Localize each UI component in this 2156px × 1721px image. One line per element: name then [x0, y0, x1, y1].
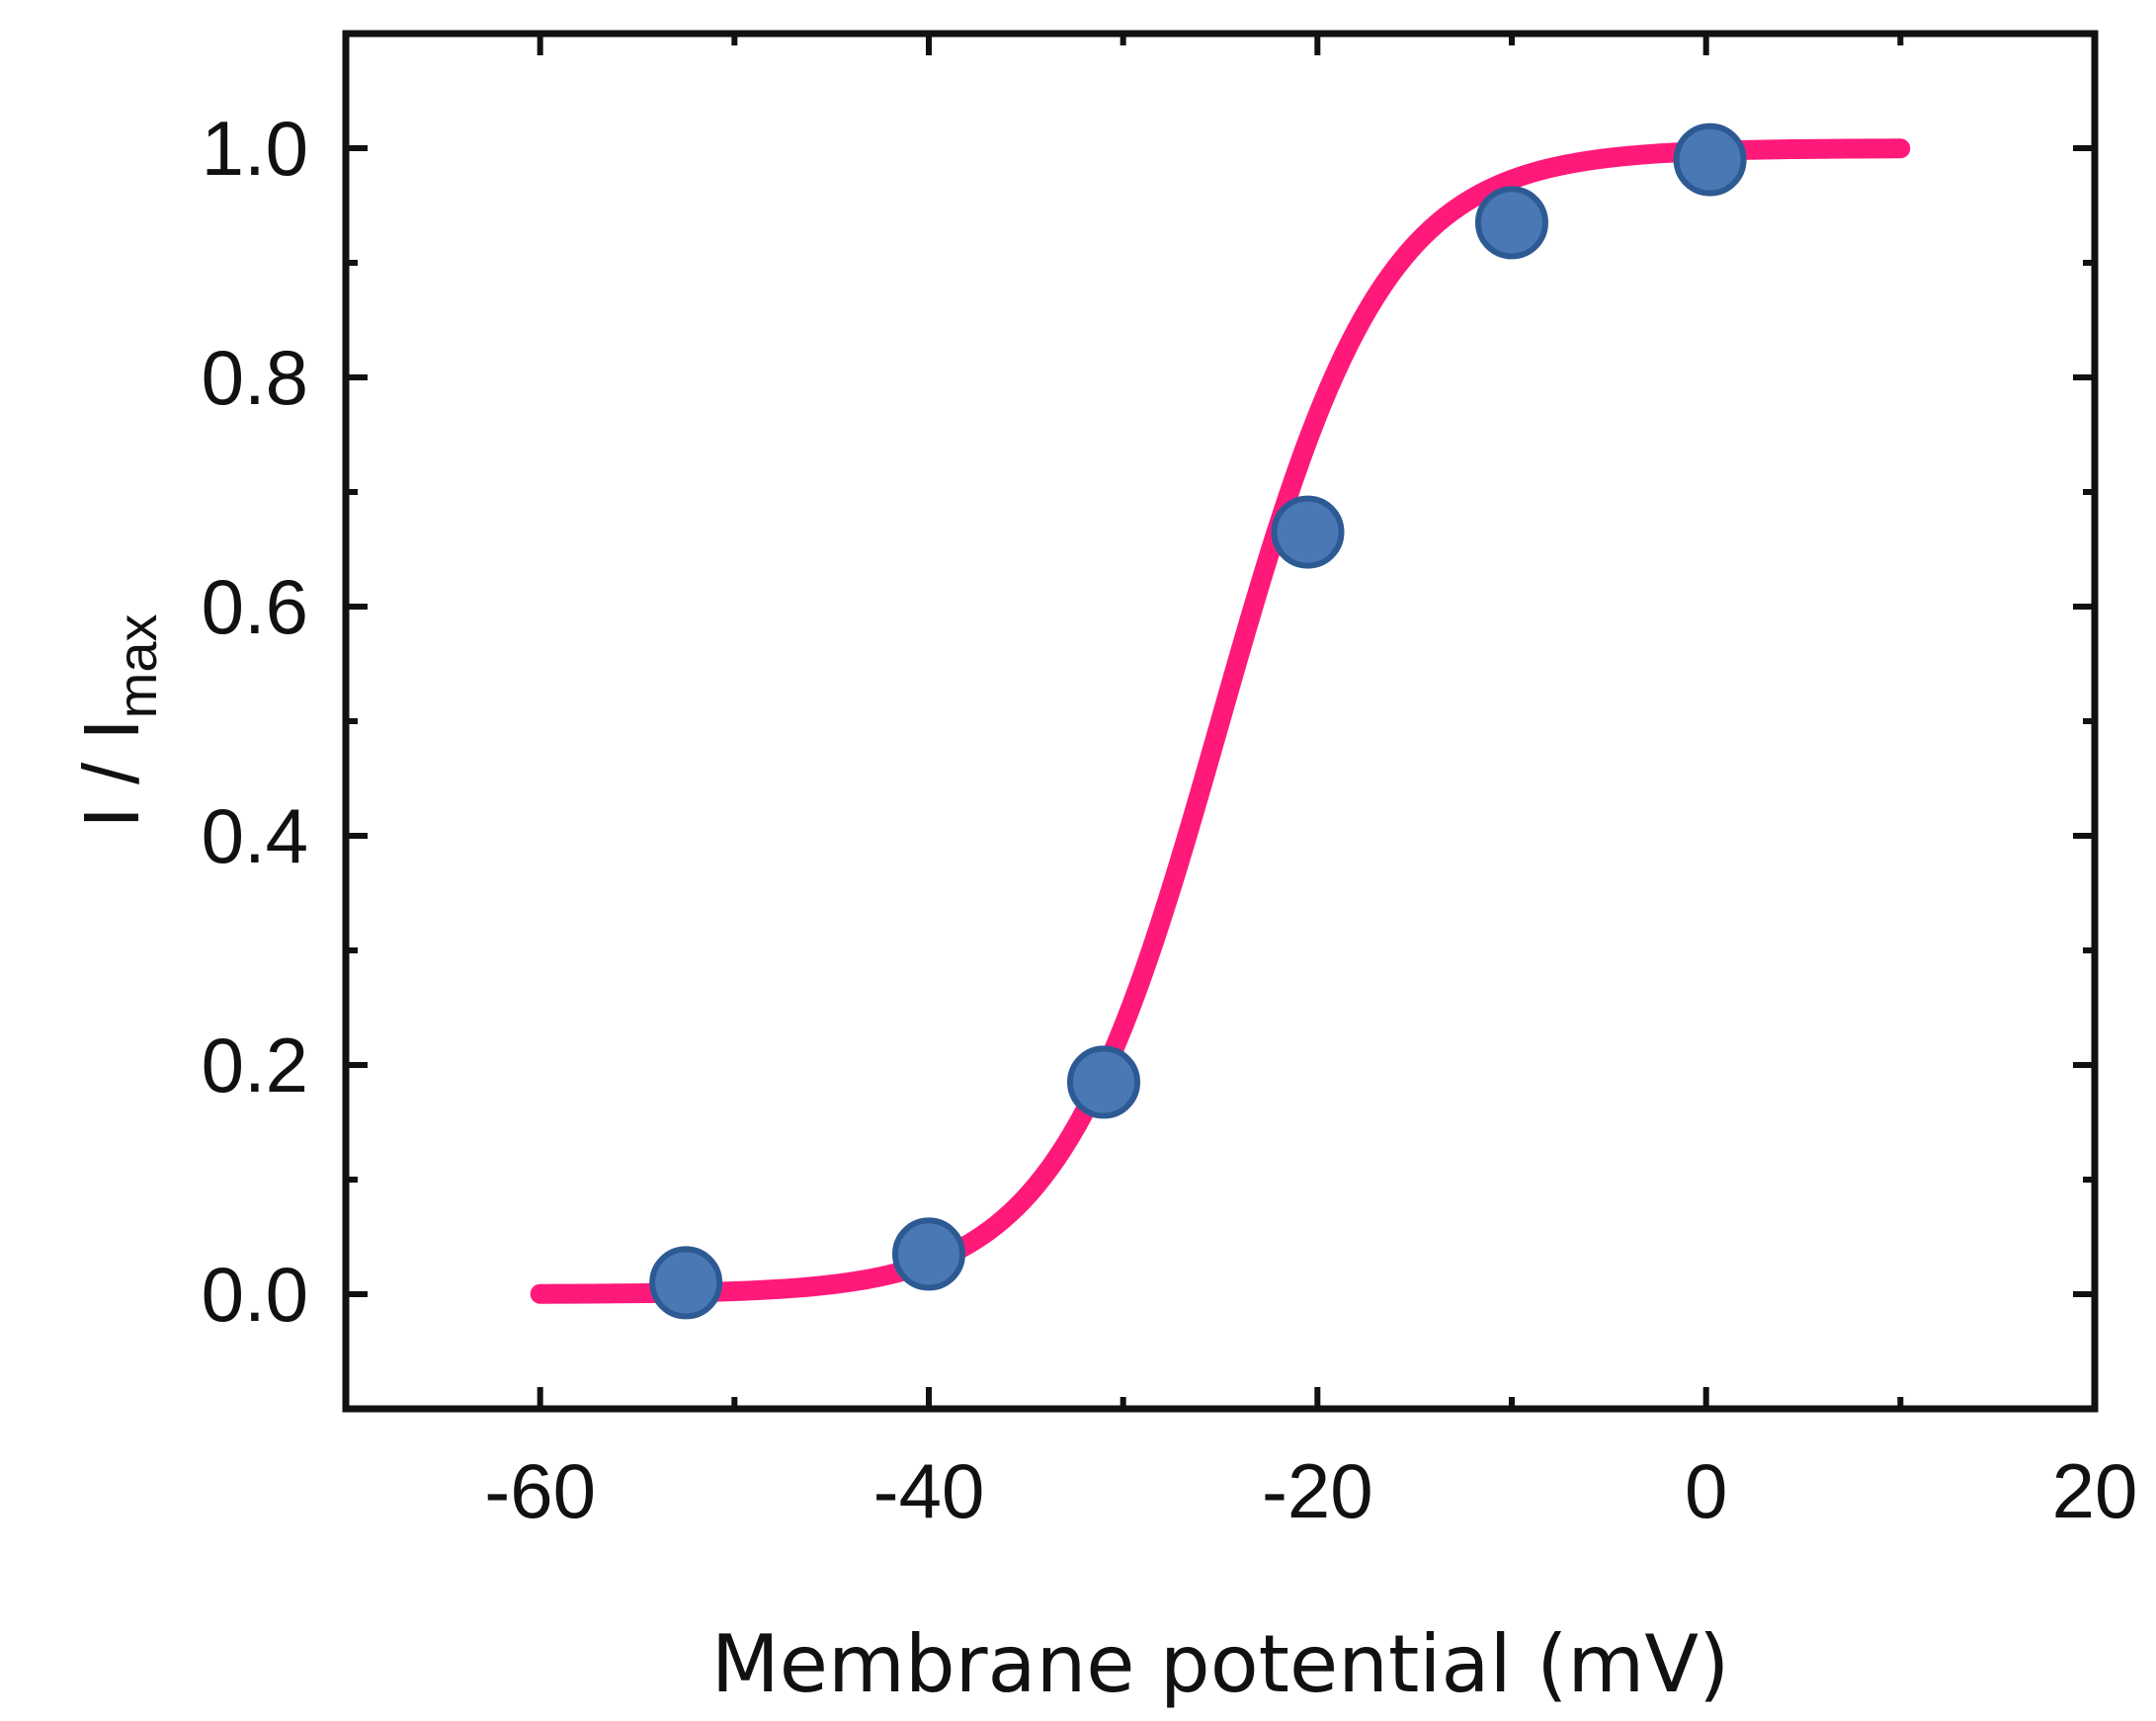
y-tick-label: 0.0	[202, 1251, 308, 1338]
x-tick-label: -20	[1262, 1447, 1373, 1534]
x-tick-label: -60	[484, 1447, 596, 1534]
x-axis-title: Membrane potential (mV)	[711, 1618, 1730, 1710]
y-tick-label: 0.8	[202, 334, 308, 421]
data-point	[1475, 186, 1548, 260]
data-point	[1067, 1045, 1140, 1119]
y-tick-label: 1.0	[202, 105, 308, 192]
x-tick-label: 0	[1685, 1447, 1727, 1534]
x-tick-labels: -60 -40 -20 0 20	[484, 1447, 2137, 1534]
fit-curve	[530, 138, 1911, 1304]
y-axis-title: I / Imax	[67, 615, 168, 829]
data-point	[649, 1246, 723, 1320]
data-point	[1271, 495, 1345, 569]
y-tick-label: 0.6	[202, 563, 308, 650]
x-tick-label: -40	[873, 1447, 985, 1534]
data-points	[649, 123, 1747, 1320]
y-tick-label: 0.4	[202, 792, 308, 879]
y-tick-label: 0.2	[202, 1022, 308, 1108]
x-tick-label: 20	[2052, 1447, 2138, 1534]
data-point	[892, 1217, 965, 1291]
y-tick-labels: 0.0 0.2 0.4 0.6 0.8 1.0	[202, 105, 308, 1338]
plot-frame	[342, 30, 2099, 1413]
data-point	[1673, 123, 1747, 197]
y-axis-title-main: I / I	[67, 718, 155, 828]
y-axis-title-subscript: max	[106, 615, 168, 719]
